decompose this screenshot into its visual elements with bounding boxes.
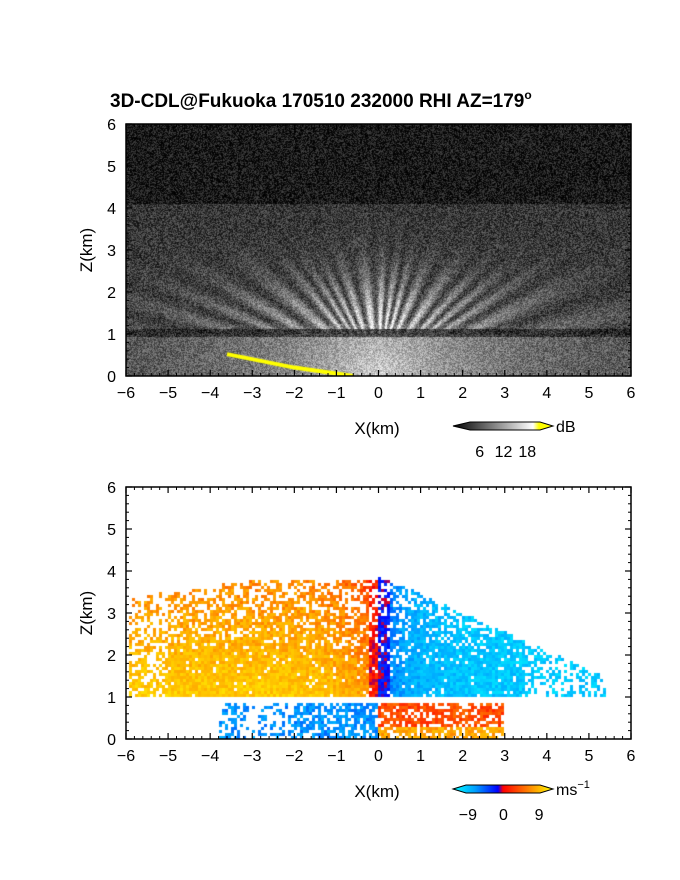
backscatter-x-tick-label: −3 — [243, 385, 261, 402]
chart-title: 3D-CDL@Fukuoka 170510 232000 RHI AZ=179o — [110, 88, 532, 112]
backscatter-y-tick-label: 3 — [107, 243, 116, 260]
velocity-colorbar-unit-exponent: −1 — [577, 779, 590, 791]
velocity-y-tick-label: 0 — [107, 732, 116, 749]
velocity-x-tick-label: 3 — [500, 748, 509, 765]
velocity-x-tick-label: 0 — [374, 748, 383, 765]
velocity-colorbar-bar — [451, 784, 555, 794]
backscatter-y-tick-label: 0 — [107, 369, 116, 386]
backscatter-y-tick-label: 6 — [107, 117, 116, 134]
velocity-heatmap — [126, 487, 631, 739]
backscatter-x-tick-label: 4 — [542, 385, 551, 402]
backscatter-x-tick-label: −5 — [159, 385, 177, 402]
velocity-y-tick-label: 2 — [107, 648, 116, 665]
backscatter-y-tick-label: 5 — [107, 159, 116, 176]
velocity-x-tick-label: −4 — [201, 748, 219, 765]
velocity-y-axis-label: Z(km) — [77, 591, 96, 635]
velocity-colorbar-ticks: −9 0 9 — [459, 807, 544, 824]
velocity-colorbar-tick-label: −9 — [459, 807, 477, 824]
velocity-colorbar-unit: ms−1 — [556, 779, 590, 799]
velocity-y-tick-label: 5 — [107, 522, 116, 539]
backscatter-colorbar: 6 12 18 dB — [452, 419, 576, 461]
backscatter-y-tick-label: 4 — [107, 201, 116, 218]
backscatter-y-tick-label: 1 — [107, 327, 116, 344]
velocity-x-tick-label: 4 — [542, 748, 551, 765]
backscatter-x-tick-label: −4 — [201, 385, 219, 402]
backscatter-x-tick-label: 3 — [500, 385, 509, 402]
velocity-x-tick-label: −5 — [159, 748, 177, 765]
velocity-y-tick-label: 4 — [107, 564, 116, 581]
velocity-x-tick-label: 2 — [458, 748, 467, 765]
title-degree-superscript: o — [524, 88, 531, 102]
backscatter-y-tick-labels: 0 1 2 3 4 5 6 — [107, 117, 116, 386]
backscatter-colorbar-tick-label: 18 — [518, 444, 536, 461]
velocity-y-tick-label: 6 — [107, 480, 116, 497]
velocity-x-tick-label: −3 — [243, 748, 261, 765]
velocity-x-tick-label: 1 — [416, 748, 425, 765]
velocity-x-tick-label: −1 — [327, 748, 345, 765]
backscatter-colorbar-tick-label: 6 — [475, 444, 484, 461]
backscatter-plot-frame — [125, 123, 632, 377]
backscatter-heatmap — [126, 124, 631, 376]
backscatter-x-tick-label: 2 — [458, 385, 467, 402]
velocity-y-tick-label: 3 — [107, 606, 116, 623]
velocity-plot-frame — [125, 486, 632, 740]
backscatter-colorbar-ticks: 6 12 18 — [475, 444, 536, 461]
backscatter-colorbar-tick-label: 12 — [495, 444, 513, 461]
backscatter-x-tick-labels: −6 −5 −4 −3 −2 −1 0 1 2 3 4 5 6 — [117, 385, 636, 402]
backscatter-x-tick-label: −1 — [327, 385, 345, 402]
velocity-x-tick-label: −2 — [285, 748, 303, 765]
velocity-x-tick-label: −6 — [117, 748, 135, 765]
velocity-colorbar-tick-label: 0 — [499, 807, 508, 824]
backscatter-colorbar-bar — [452, 421, 555, 431]
velocity-x-tick-labels: −6 −5 −4 −3 −2 −1 0 1 2 3 4 5 6 — [117, 748, 636, 765]
velocity-x-tick-label: 6 — [627, 748, 636, 765]
backscatter-colorbar-unit: dB — [556, 419, 576, 436]
backscatter-x-tick-label: −2 — [285, 385, 303, 402]
velocity-y-tick-labels: 0 1 2 3 4 5 6 — [107, 480, 116, 749]
backscatter-x-axis-label: X(km) — [354, 419, 399, 438]
backscatter-x-tick-label: −6 — [117, 385, 135, 402]
backscatter-y-tick-label: 2 — [107, 285, 116, 302]
backscatter-x-tick-label: 0 — [374, 385, 383, 402]
backscatter-x-tick-label: 6 — [627, 385, 636, 402]
velocity-colorbar: −9 0 9 ms−1 — [451, 779, 590, 824]
backscatter-y-axis-label: Z(km) — [77, 228, 96, 272]
velocity-x-tick-label: 5 — [584, 748, 593, 765]
velocity-y-tick-label: 1 — [107, 690, 116, 707]
backscatter-x-tick-label: 5 — [584, 385, 593, 402]
velocity-colorbar-tick-label: 9 — [535, 807, 544, 824]
velocity-x-axis-label: X(km) — [354, 782, 399, 801]
backscatter-x-tick-label: 1 — [416, 385, 425, 402]
